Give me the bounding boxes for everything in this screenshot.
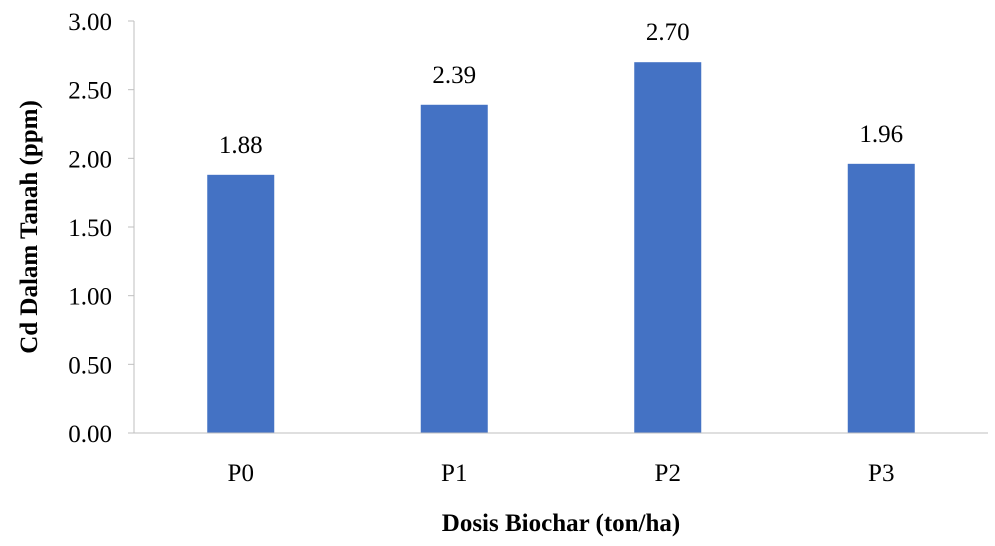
data-label-p3: 1.96 [859, 121, 903, 148]
bar-p1 [420, 104, 488, 434]
x-tick-label-p3: P3 [868, 460, 894, 487]
bar-p2 [634, 62, 702, 433]
y-tick-label: 1.00 [68, 284, 112, 311]
axis-layer [128, 20, 988, 434]
data-label-p0: 1.88 [219, 132, 263, 159]
data-label-p1: 2.39 [432, 62, 476, 89]
bars-layer [207, 62, 915, 434]
y-tick-label: 2.50 [68, 78, 112, 105]
y-axis-title: Cd Dalam Tanah (ppm) [16, 100, 43, 354]
y-tick-label: 2.00 [68, 146, 112, 173]
x-tick-label-p1: P1 [441, 460, 467, 487]
y-tick-label: 1.50 [68, 215, 112, 242]
y-tick-label: 0.50 [68, 352, 112, 379]
y-tick-label: 0.00 [68, 421, 112, 448]
y-tick-label: 3.00 [68, 9, 112, 36]
x-tick-label-p2: P2 [655, 460, 681, 487]
data-label-p2: 2.70 [646, 19, 690, 46]
x-tick-label-p0: P0 [228, 460, 254, 487]
x-axis-title: Dosis Biochar (ton/ha) [442, 510, 680, 537]
labels-layer: 1.88 P0 2.39 P1 2.70 P2 1.96 P3 0.00 0.50 1.00 1.50… [68, 9, 903, 487]
bar-p3 [847, 163, 915, 433]
bar-p0 [207, 174, 275, 433]
